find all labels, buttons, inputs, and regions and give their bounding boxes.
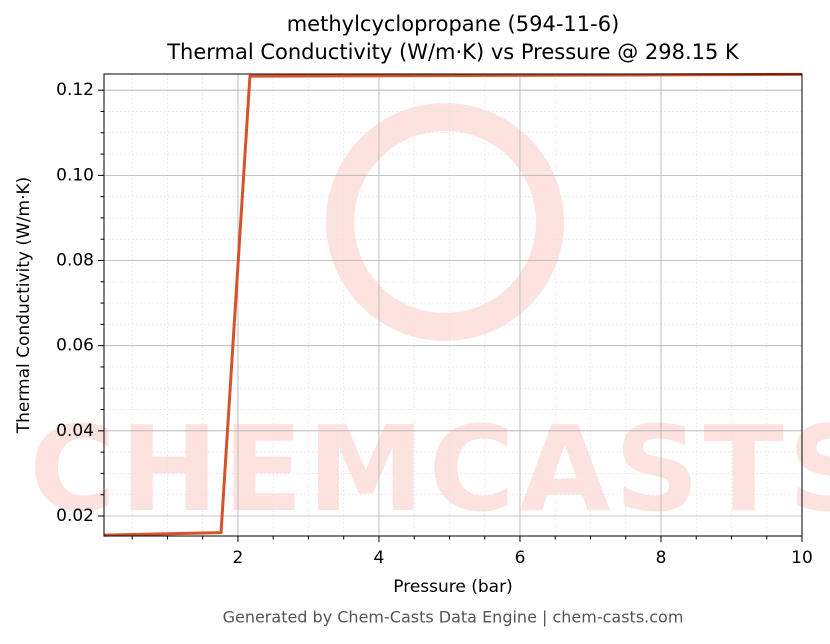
watermark-swirl [326, 103, 564, 341]
y-tick-label: 0.10 [56, 165, 94, 185]
y-axis-label: Thermal Conductivity (W/m·K) [14, 177, 34, 435]
watermark: CHEMCASTS [29, 400, 830, 538]
footer: Generated by Chem-Casts Data Engine | ch… [223, 608, 684, 627]
y-tick-label: 0.06 [56, 336, 94, 356]
plot-frame [103, 73, 803, 537]
watermark-logo [326, 103, 564, 341]
x-tick-label: 6 [515, 548, 526, 568]
y-tick-label: 0.02 [56, 506, 94, 526]
x-tick-label: 8 [656, 548, 667, 568]
x-axis-label: Pressure (bar) [393, 577, 512, 597]
x-tick-label: 2 [233, 548, 244, 568]
data-line [104, 72, 802, 537]
x-tick-label: 10 [791, 548, 813, 568]
y-tick-label: 0.12 [56, 80, 94, 100]
y-tick-label: 0.08 [56, 251, 94, 271]
chart-subtitle: Thermal Conductivity (W/m·K) vs Pressure… [166, 40, 740, 64]
x-tick-label: 4 [374, 548, 385, 568]
chart-title: methylcyclopropane (594-11-6) [287, 12, 620, 36]
y-tick-label: 0.04 [56, 421, 94, 441]
